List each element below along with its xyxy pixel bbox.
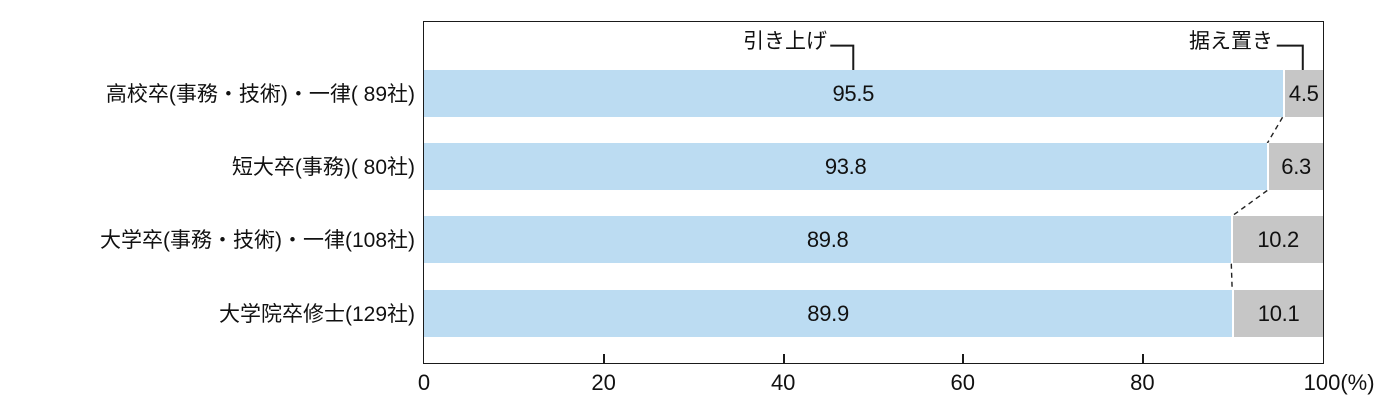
x-tick-label: 100 (%) — [1303, 370, 1375, 396]
bar-value-label: 10.1 — [1257, 300, 1300, 326]
x-tick-label: 0 — [417, 370, 431, 395]
x-tick-label: 40 — [770, 370, 796, 395]
bar-row: 93.8 6.3 — [424, 143, 1323, 190]
bar-row: 95.5 4.5 — [424, 70, 1323, 117]
x-tick-label: 20 — [591, 370, 616, 395]
bar-row: 89.9 10.1 — [424, 290, 1323, 337]
bar-value-label: 95.5 — [832, 80, 875, 106]
segment-keep: 4.5 — [1282, 70, 1323, 117]
segment-raise: 89.8 — [424, 216, 1232, 263]
bar-value-label: 6.3 — [1281, 153, 1311, 179]
segment-keep: 10.2 — [1231, 216, 1323, 263]
category-label: 短大卒(事務)( 80社) — [231, 156, 415, 179]
bar-row: 89.8 10.2 — [424, 216, 1323, 263]
plot-area: 95.5 4.5 93.8 6.3 89.8 10.2 89.9 — [423, 21, 1324, 364]
category-label: 高校卒(事務・技術)・一律( 89社) — [105, 83, 415, 106]
segment-raise: 93.8 — [424, 143, 1268, 190]
x-tick-label: 80 — [1130, 370, 1155, 395]
series-keep-annotation: 据え置き — [1189, 30, 1273, 53]
category-label: 大学卒(事務・技術)・一律(108社) — [99, 229, 415, 252]
bar-value-label: 4.5 — [1288, 80, 1319, 106]
x-axis-tick — [782, 354, 785, 363]
bar-value-label: 93.8 — [824, 153, 867, 179]
series-raise-annotation: 引き上げ — [743, 30, 827, 53]
x-axis-tick — [602, 354, 605, 363]
segment-raise: 89.9 — [424, 290, 1233, 337]
bar-value-label: 89.8 — [806, 226, 849, 252]
x-tick-label-value: 100 — [1303, 370, 1341, 395]
bar-value-label: 89.9 — [807, 300, 849, 326]
bar-value-label: 10.2 — [1257, 226, 1299, 252]
x-axis-tick — [1142, 354, 1145, 363]
segment-keep: 10.1 — [1232, 290, 1323, 337]
x-axis-tick — [962, 354, 965, 363]
category-label: 大学院卒修士(129社) — [218, 303, 415, 326]
x-axis: 0 20 40 60 80 100 (%) — [418, 370, 1375, 398]
segment-raise: 95.5 — [424, 70, 1283, 117]
x-axis-unit: (%) — [1340, 370, 1375, 395]
x-tick-label: 60 — [950, 370, 976, 395]
segment-keep: 6.3 — [1267, 143, 1323, 190]
